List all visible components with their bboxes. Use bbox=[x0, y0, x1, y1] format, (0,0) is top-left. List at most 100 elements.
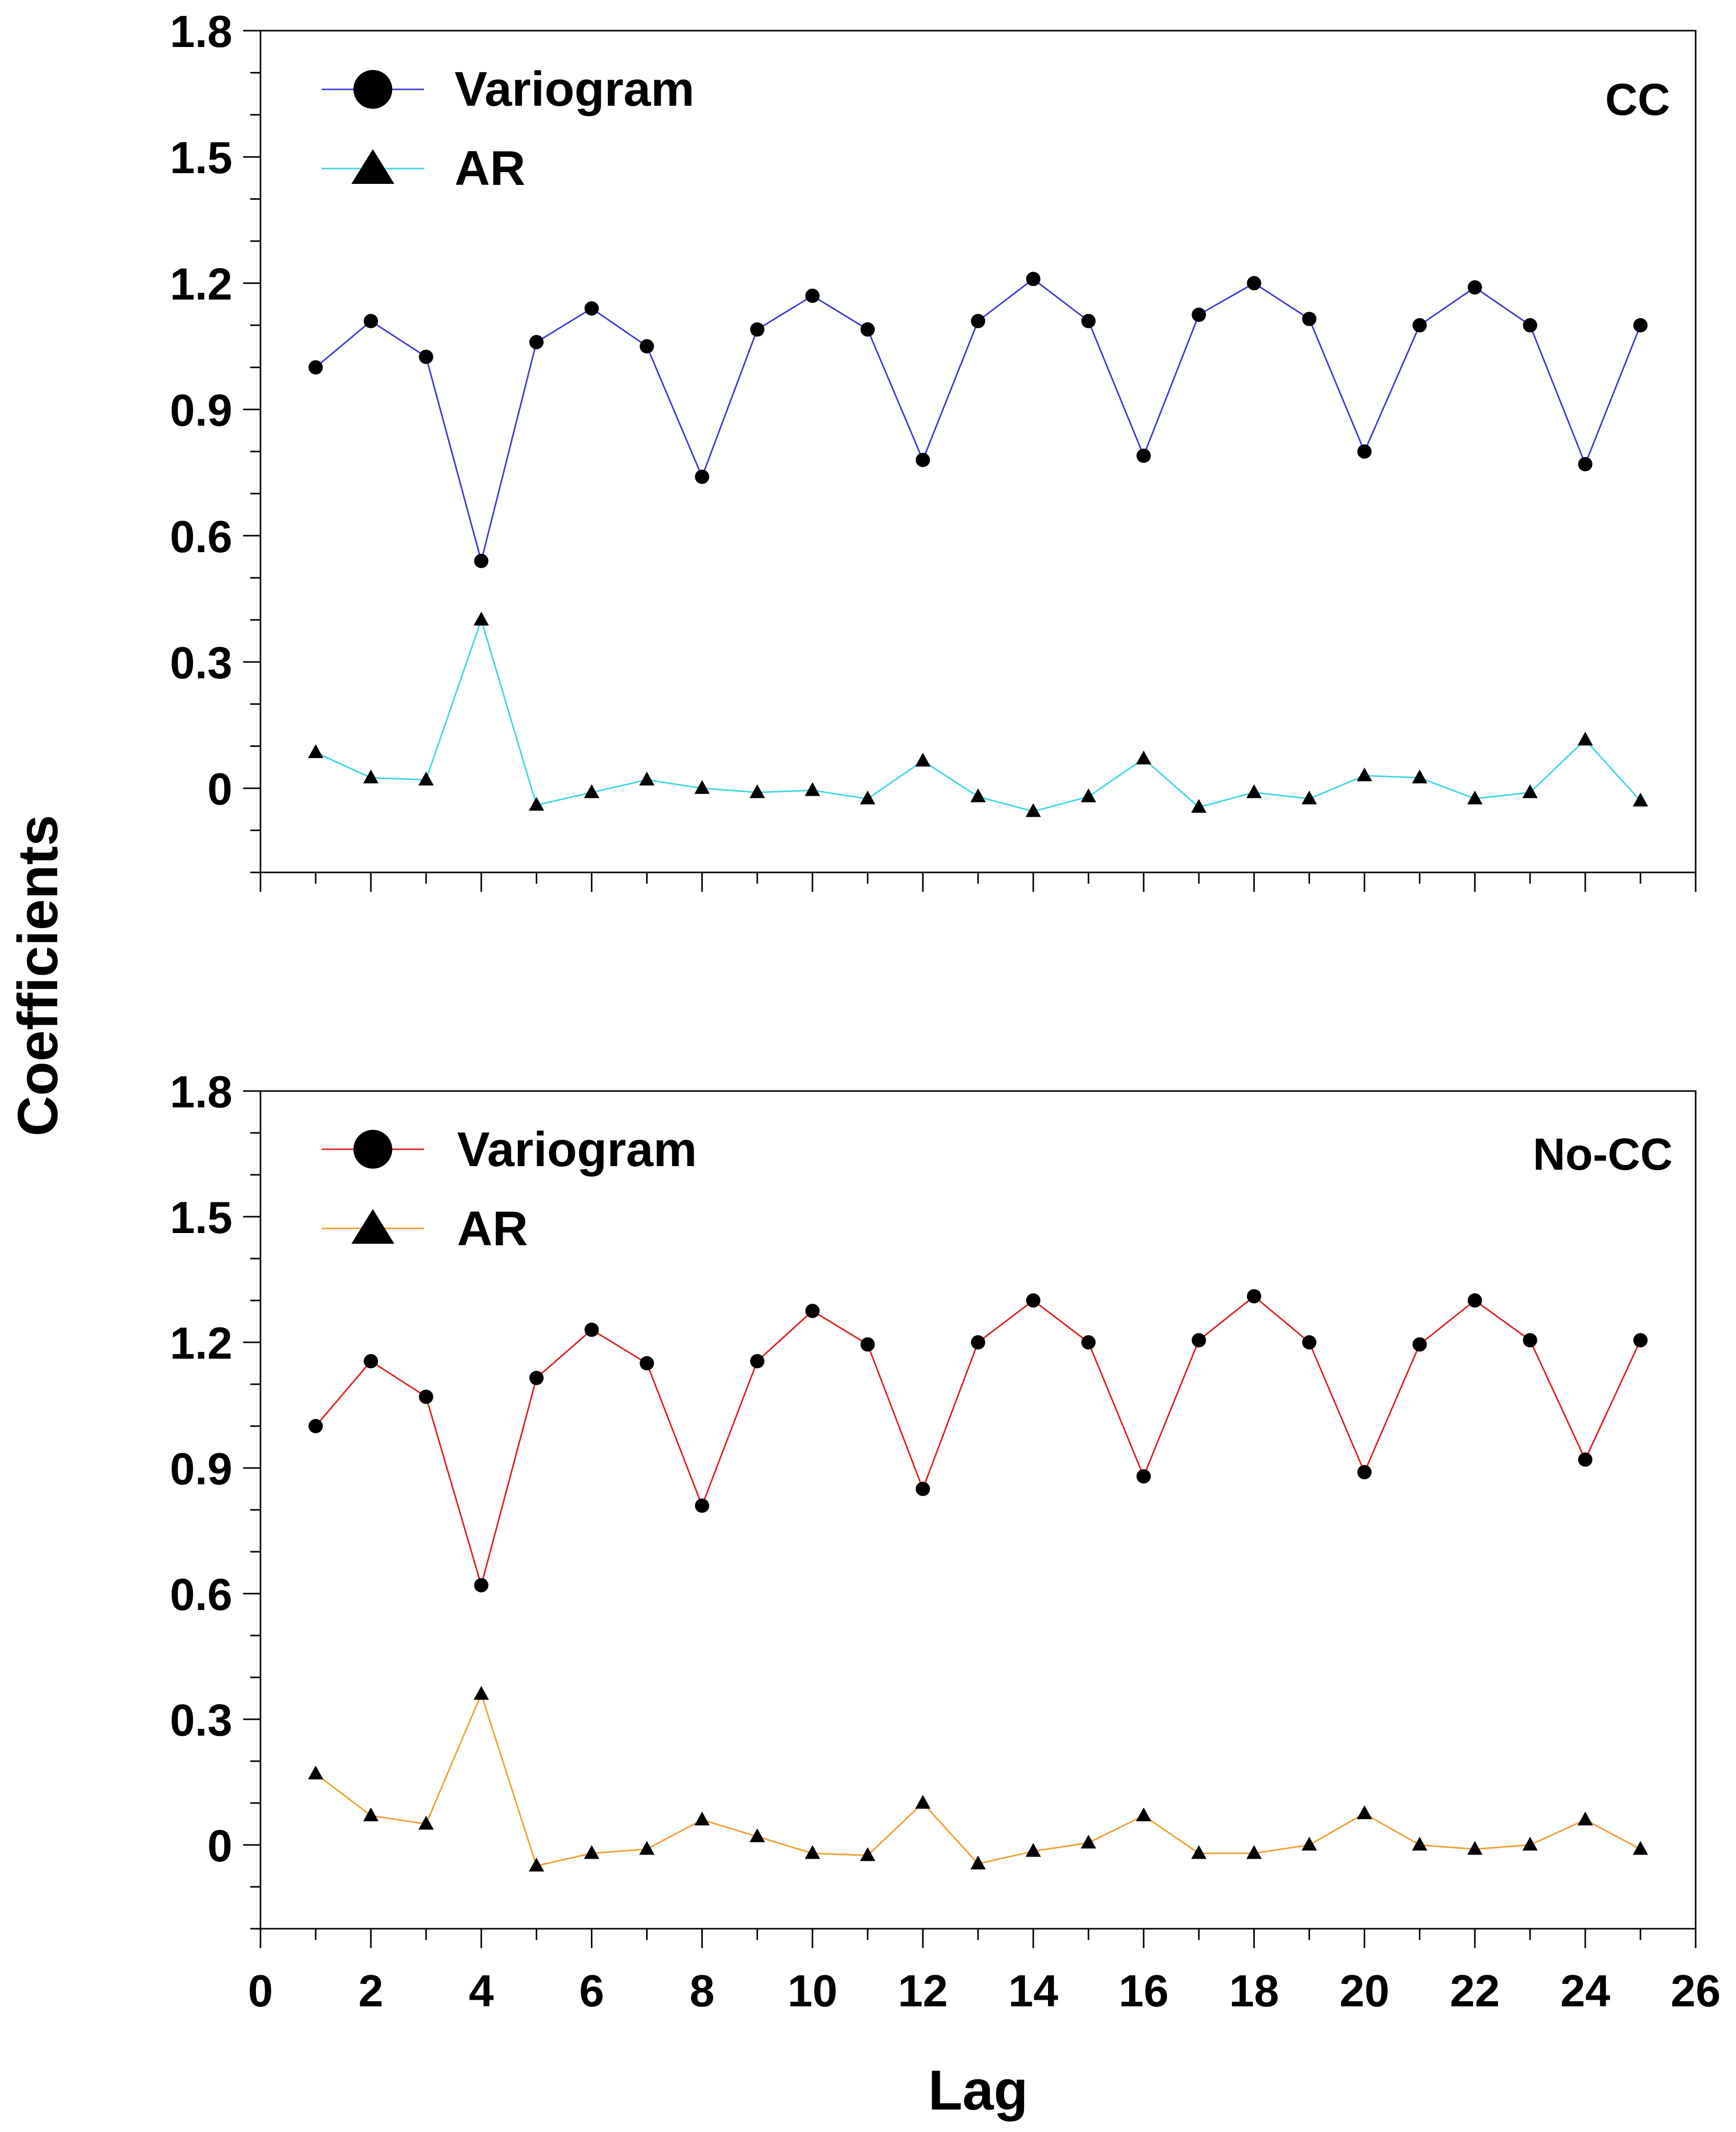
y-tick-label: 1.5 bbox=[170, 1192, 232, 1243]
data-point-ar bbox=[804, 1845, 820, 1859]
data-point-ar bbox=[418, 1816, 434, 1830]
data-point-ar bbox=[1191, 1845, 1207, 1859]
data-point-ar bbox=[749, 1828, 765, 1842]
data-point-variogram bbox=[1523, 318, 1537, 333]
data-point-ar bbox=[639, 1841, 655, 1855]
legend-ar-label: AR bbox=[455, 141, 526, 196]
data-point-variogram bbox=[1357, 444, 1372, 459]
x-tick-label: 6 bbox=[579, 1965, 604, 2016]
data-point-ar bbox=[1301, 1837, 1317, 1851]
data-point-variogram bbox=[1578, 1452, 1592, 1467]
legend-ar-marker bbox=[351, 149, 394, 184]
data-point-ar bbox=[473, 1686, 489, 1700]
x-tick-label: 14 bbox=[1008, 1965, 1058, 2016]
y-tick-label: 0.3 bbox=[170, 1695, 232, 1745]
data-point-variogram bbox=[750, 1354, 765, 1368]
data-point-variogram bbox=[971, 1335, 985, 1349]
data-point-ar bbox=[1412, 1837, 1428, 1851]
y-tick-label: 1.8 bbox=[170, 6, 232, 57]
data-point-variogram bbox=[639, 339, 654, 353]
panel-cc: 1.8 1.5 1.2 0.9 0.6 0.3 0 CC Variogram AR bbox=[170, 6, 1697, 892]
data-point-ar bbox=[915, 752, 931, 767]
data-point-ar bbox=[1026, 803, 1041, 817]
data-point-variogram bbox=[419, 1389, 434, 1404]
data-point-ar bbox=[1081, 788, 1097, 802]
data-point-ar bbox=[1246, 1845, 1262, 1859]
data-point-variogram bbox=[1633, 1333, 1648, 1347]
data-point-variogram bbox=[1633, 318, 1648, 333]
x-tick-label: 24 bbox=[1560, 1965, 1610, 2016]
data-point-variogram bbox=[639, 1356, 654, 1370]
y-tick-label: 1.2 bbox=[170, 258, 232, 309]
data-point-ar bbox=[473, 611, 489, 626]
y-tick-label: 0.6 bbox=[170, 511, 232, 562]
series-line-ar bbox=[315, 617, 1642, 813]
data-point-ar bbox=[804, 782, 820, 796]
panel-nocc-label: No-CC bbox=[1533, 1129, 1673, 1179]
data-point-variogram bbox=[1136, 1469, 1151, 1484]
legend-variogram-label: Variogram bbox=[455, 62, 695, 116]
data-point-variogram bbox=[1192, 1333, 1206, 1347]
data-point-ar bbox=[1577, 1811, 1593, 1826]
panel-nocc-axes: 1.81.51.20.90.60.300 2 4 6 8 10 12 14 16 18 20 22 24… bbox=[170, 1067, 1721, 2016]
data-point-ar bbox=[1522, 784, 1538, 798]
data-point-ar bbox=[1467, 1841, 1483, 1855]
data-point-variogram bbox=[1247, 1289, 1262, 1304]
legend-ar-label: AR bbox=[457, 1201, 528, 1256]
data-point-variogram bbox=[1192, 307, 1206, 322]
y-tick-label: 0.6 bbox=[170, 1569, 232, 1620]
data-point-ar bbox=[363, 769, 379, 784]
data-point-variogram bbox=[1302, 1335, 1317, 1349]
data-point-variogram bbox=[364, 314, 378, 328]
x-tick-label: 12 bbox=[898, 1965, 948, 2016]
x-tick-label: 22 bbox=[1450, 1965, 1500, 2016]
data-point-variogram bbox=[1081, 1335, 1096, 1349]
data-point-ar bbox=[749, 784, 765, 798]
data-point-ar bbox=[860, 1847, 875, 1861]
data-point-ar bbox=[1467, 790, 1483, 804]
x-tick-label: 16 bbox=[1119, 1965, 1169, 2016]
data-point-variogram bbox=[1247, 276, 1262, 291]
y-tick-label: 0.3 bbox=[170, 637, 232, 688]
panel-nocc-legend: Variogram AR bbox=[322, 1122, 697, 1256]
panel-cc-series bbox=[308, 272, 1648, 817]
data-point-ar bbox=[1301, 790, 1317, 804]
x-tick-label: 4 bbox=[469, 1965, 494, 2016]
data-point-variogram bbox=[971, 314, 985, 328]
data-point-variogram bbox=[529, 335, 544, 349]
data-point-variogram bbox=[1026, 1293, 1041, 1308]
x-tick-label: 2 bbox=[359, 1965, 384, 2016]
x-tick-label: 8 bbox=[689, 1965, 715, 2016]
data-point-variogram bbox=[419, 349, 434, 364]
panel-cc-label: CC bbox=[1605, 74, 1670, 125]
data-point-variogram bbox=[1412, 318, 1427, 333]
x-axis-title: Lag bbox=[928, 2059, 1028, 2122]
data-point-variogram bbox=[860, 322, 875, 337]
data-point-ar bbox=[970, 1855, 986, 1869]
legend-ar-marker bbox=[351, 1209, 394, 1244]
data-point-ar bbox=[1357, 767, 1372, 781]
data-point-ar bbox=[1577, 731, 1593, 746]
data-point-ar bbox=[584, 784, 600, 798]
y-tick-label: 0.9 bbox=[170, 385, 232, 436]
data-point-variogram bbox=[1578, 457, 1592, 471]
data-point-ar bbox=[1246, 784, 1262, 798]
data-point-ar bbox=[308, 1765, 324, 1780]
x-tick-label: 18 bbox=[1229, 1965, 1279, 2016]
data-point-ar bbox=[1081, 1834, 1097, 1849]
y-tick-label: 1.5 bbox=[170, 132, 232, 183]
panel-cc-axes: 1.8 1.5 1.2 0.9 0.6 0.3 0 bbox=[170, 6, 1697, 892]
legend-variogram-label: Variogram bbox=[457, 1122, 697, 1177]
data-point-ar bbox=[1522, 1837, 1538, 1851]
data-point-variogram bbox=[1081, 314, 1096, 328]
y-tick-label: 0 bbox=[207, 764, 232, 814]
data-point-ar bbox=[970, 788, 986, 802]
data-point-variogram bbox=[529, 1370, 544, 1385]
data-point-ar bbox=[1412, 769, 1428, 784]
data-point-variogram bbox=[860, 1337, 875, 1352]
data-point-ar bbox=[694, 780, 710, 794]
data-point-ar bbox=[418, 771, 434, 786]
data-point-variogram bbox=[474, 554, 489, 568]
data-point-variogram bbox=[584, 301, 599, 316]
